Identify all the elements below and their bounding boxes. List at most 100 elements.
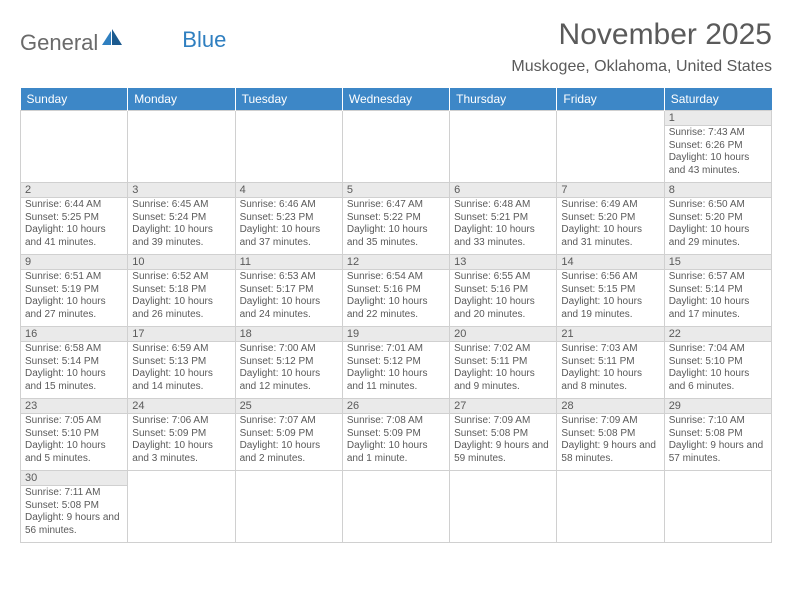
- calendar-cell: [557, 111, 664, 183]
- day-daylight: Daylight: 10 hours and 43 minutes.: [669, 152, 767, 177]
- calendar-cell: 5Sunrise: 6:47 AMSunset: 5:22 PMDaylight…: [342, 183, 449, 255]
- day-daylight: Daylight: 10 hours and 3 minutes.: [132, 440, 230, 465]
- day-daylight: Daylight: 10 hours and 1 minute.: [347, 440, 445, 465]
- calendar-cell: 13Sunrise: 6:55 AMSunset: 5:16 PMDayligh…: [450, 255, 557, 327]
- day-number: 7: [557, 183, 663, 198]
- calendar-cell: 3Sunrise: 6:45 AMSunset: 5:24 PMDaylight…: [128, 183, 235, 255]
- calendar-cell: 9Sunrise: 6:51 AMSunset: 5:19 PMDaylight…: [21, 255, 128, 327]
- day-sunrise: Sunrise: 6:59 AM: [132, 343, 230, 356]
- calendar-cell: [21, 111, 128, 183]
- day-daylight: Daylight: 10 hours and 39 minutes.: [132, 224, 230, 249]
- day-sunset: Sunset: 5:20 PM: [561, 212, 659, 225]
- day-body: Sunrise: 7:06 AMSunset: 5:09 PMDaylight:…: [128, 414, 234, 467]
- day-sunset: Sunset: 5:16 PM: [347, 284, 445, 297]
- day-number: 11: [236, 255, 342, 270]
- day-body: Sunrise: 6:57 AMSunset: 5:14 PMDaylight:…: [665, 270, 771, 323]
- day-daylight: Daylight: 10 hours and 31 minutes.: [561, 224, 659, 249]
- day-sunset: Sunset: 5:16 PM: [454, 284, 552, 297]
- day-sunrise: Sunrise: 6:57 AM: [669, 271, 767, 284]
- day-sunrise: Sunrise: 7:43 AM: [669, 127, 767, 140]
- day-sunrise: Sunrise: 6:47 AM: [347, 199, 445, 212]
- day-number: 13: [450, 255, 556, 270]
- day-daylight: Daylight: 10 hours and 22 minutes.: [347, 296, 445, 321]
- calendar-cell: 8Sunrise: 6:50 AMSunset: 5:20 PMDaylight…: [664, 183, 771, 255]
- calendar-cell: [450, 111, 557, 183]
- calendar-cell: [235, 111, 342, 183]
- calendar-row: 2Sunrise: 6:44 AMSunset: 5:25 PMDaylight…: [21, 183, 772, 255]
- day-number: 17: [128, 327, 234, 342]
- title-block: November 2025 Muskogee, Oklahoma, United…: [511, 18, 772, 76]
- day-number: 19: [343, 327, 449, 342]
- day-sunset: Sunset: 5:25 PM: [25, 212, 123, 225]
- calendar-cell: 18Sunrise: 7:00 AMSunset: 5:12 PMDayligh…: [235, 327, 342, 399]
- calendar-cell: 17Sunrise: 6:59 AMSunset: 5:13 PMDayligh…: [128, 327, 235, 399]
- day-number: 20: [450, 327, 556, 342]
- header: General Blue November 2025 Muskogee, Okl…: [0, 0, 792, 80]
- calendar-cell: 28Sunrise: 7:09 AMSunset: 5:08 PMDayligh…: [557, 399, 664, 471]
- day-body: Sunrise: 7:04 AMSunset: 5:10 PMDaylight:…: [665, 342, 771, 395]
- day-sunrise: Sunrise: 6:52 AM: [132, 271, 230, 284]
- calendar-row: 30Sunrise: 7:11 AMSunset: 5:08 PMDayligh…: [21, 471, 772, 543]
- day-daylight: Daylight: 10 hours and 6 minutes.: [669, 368, 767, 393]
- day-body: Sunrise: 7:02 AMSunset: 5:11 PMDaylight:…: [450, 342, 556, 395]
- day-sunrise: Sunrise: 7:08 AM: [347, 415, 445, 428]
- day-sunset: Sunset: 5:15 PM: [561, 284, 659, 297]
- day-number: 28: [557, 399, 663, 414]
- day-number: 30: [21, 471, 127, 486]
- day-sunrise: Sunrise: 6:45 AM: [132, 199, 230, 212]
- day-sunrise: Sunrise: 6:44 AM: [25, 199, 123, 212]
- calendar-cell: 20Sunrise: 7:02 AMSunset: 5:11 PMDayligh…: [450, 327, 557, 399]
- day-sunset: Sunset: 5:18 PM: [132, 284, 230, 297]
- calendar-row: 23Sunrise: 7:05 AMSunset: 5:10 PMDayligh…: [21, 399, 772, 471]
- page-title: November 2025: [511, 18, 772, 52]
- calendar-cell: [342, 471, 449, 543]
- day-sunrise: Sunrise: 6:56 AM: [561, 271, 659, 284]
- day-sunset: Sunset: 5:08 PM: [669, 428, 767, 441]
- day-daylight: Daylight: 10 hours and 19 minutes.: [561, 296, 659, 321]
- day-daylight: Daylight: 10 hours and 11 minutes.: [347, 368, 445, 393]
- calendar-cell: 14Sunrise: 6:56 AMSunset: 5:15 PMDayligh…: [557, 255, 664, 327]
- day-daylight: Daylight: 9 hours and 59 minutes.: [454, 440, 552, 465]
- calendar-table: SundayMondayTuesdayWednesdayThursdayFrid…: [20, 88, 772, 543]
- day-number: 21: [557, 327, 663, 342]
- day-body: Sunrise: 7:09 AMSunset: 5:08 PMDaylight:…: [557, 414, 663, 467]
- calendar-row: 1Sunrise: 7:43 AMSunset: 6:26 PMDaylight…: [21, 111, 772, 183]
- day-body: Sunrise: 7:01 AMSunset: 5:12 PMDaylight:…: [343, 342, 449, 395]
- day-sunset: Sunset: 5:14 PM: [25, 356, 123, 369]
- day-sunrise: Sunrise: 7:00 AM: [240, 343, 338, 356]
- day-number: 27: [450, 399, 556, 414]
- day-sunset: Sunset: 5:08 PM: [454, 428, 552, 441]
- calendar-cell: 11Sunrise: 6:53 AMSunset: 5:17 PMDayligh…: [235, 255, 342, 327]
- day-sunset: Sunset: 5:21 PM: [454, 212, 552, 225]
- day-daylight: Daylight: 10 hours and 20 minutes.: [454, 296, 552, 321]
- day-number: 29: [665, 399, 771, 414]
- location-text: Muskogee, Oklahoma, United States: [511, 58, 772, 76]
- day-body: Sunrise: 7:10 AMSunset: 5:08 PMDaylight:…: [665, 414, 771, 467]
- day-sunrise: Sunrise: 6:51 AM: [25, 271, 123, 284]
- day-body: Sunrise: 6:59 AMSunset: 5:13 PMDaylight:…: [128, 342, 234, 395]
- day-number: 12: [343, 255, 449, 270]
- day-number: 3: [128, 183, 234, 198]
- day-daylight: Daylight: 10 hours and 5 minutes.: [25, 440, 123, 465]
- calendar-cell: [128, 111, 235, 183]
- day-number: 23: [21, 399, 127, 414]
- day-body: Sunrise: 6:46 AMSunset: 5:23 PMDaylight:…: [236, 198, 342, 251]
- day-sunset: Sunset: 6:26 PM: [669, 140, 767, 153]
- sail-icon: [102, 29, 124, 52]
- day-number: 4: [236, 183, 342, 198]
- day-body: Sunrise: 6:45 AMSunset: 5:24 PMDaylight:…: [128, 198, 234, 251]
- day-sunset: Sunset: 5:19 PM: [25, 284, 123, 297]
- day-daylight: Daylight: 10 hours and 8 minutes.: [561, 368, 659, 393]
- day-sunrise: Sunrise: 6:53 AM: [240, 271, 338, 284]
- day-sunrise: Sunrise: 7:04 AM: [669, 343, 767, 356]
- day-sunrise: Sunrise: 6:46 AM: [240, 199, 338, 212]
- calendar-cell: 24Sunrise: 7:06 AMSunset: 5:09 PMDayligh…: [128, 399, 235, 471]
- weekday-header: Monday: [128, 88, 235, 111]
- day-number: 5: [343, 183, 449, 198]
- day-daylight: Daylight: 10 hours and 12 minutes.: [240, 368, 338, 393]
- day-sunset: Sunset: 5:12 PM: [347, 356, 445, 369]
- day-sunset: Sunset: 5:14 PM: [669, 284, 767, 297]
- day-body: Sunrise: 7:08 AMSunset: 5:09 PMDaylight:…: [343, 414, 449, 467]
- day-body: Sunrise: 6:49 AMSunset: 5:20 PMDaylight:…: [557, 198, 663, 251]
- day-body: Sunrise: 7:07 AMSunset: 5:09 PMDaylight:…: [236, 414, 342, 467]
